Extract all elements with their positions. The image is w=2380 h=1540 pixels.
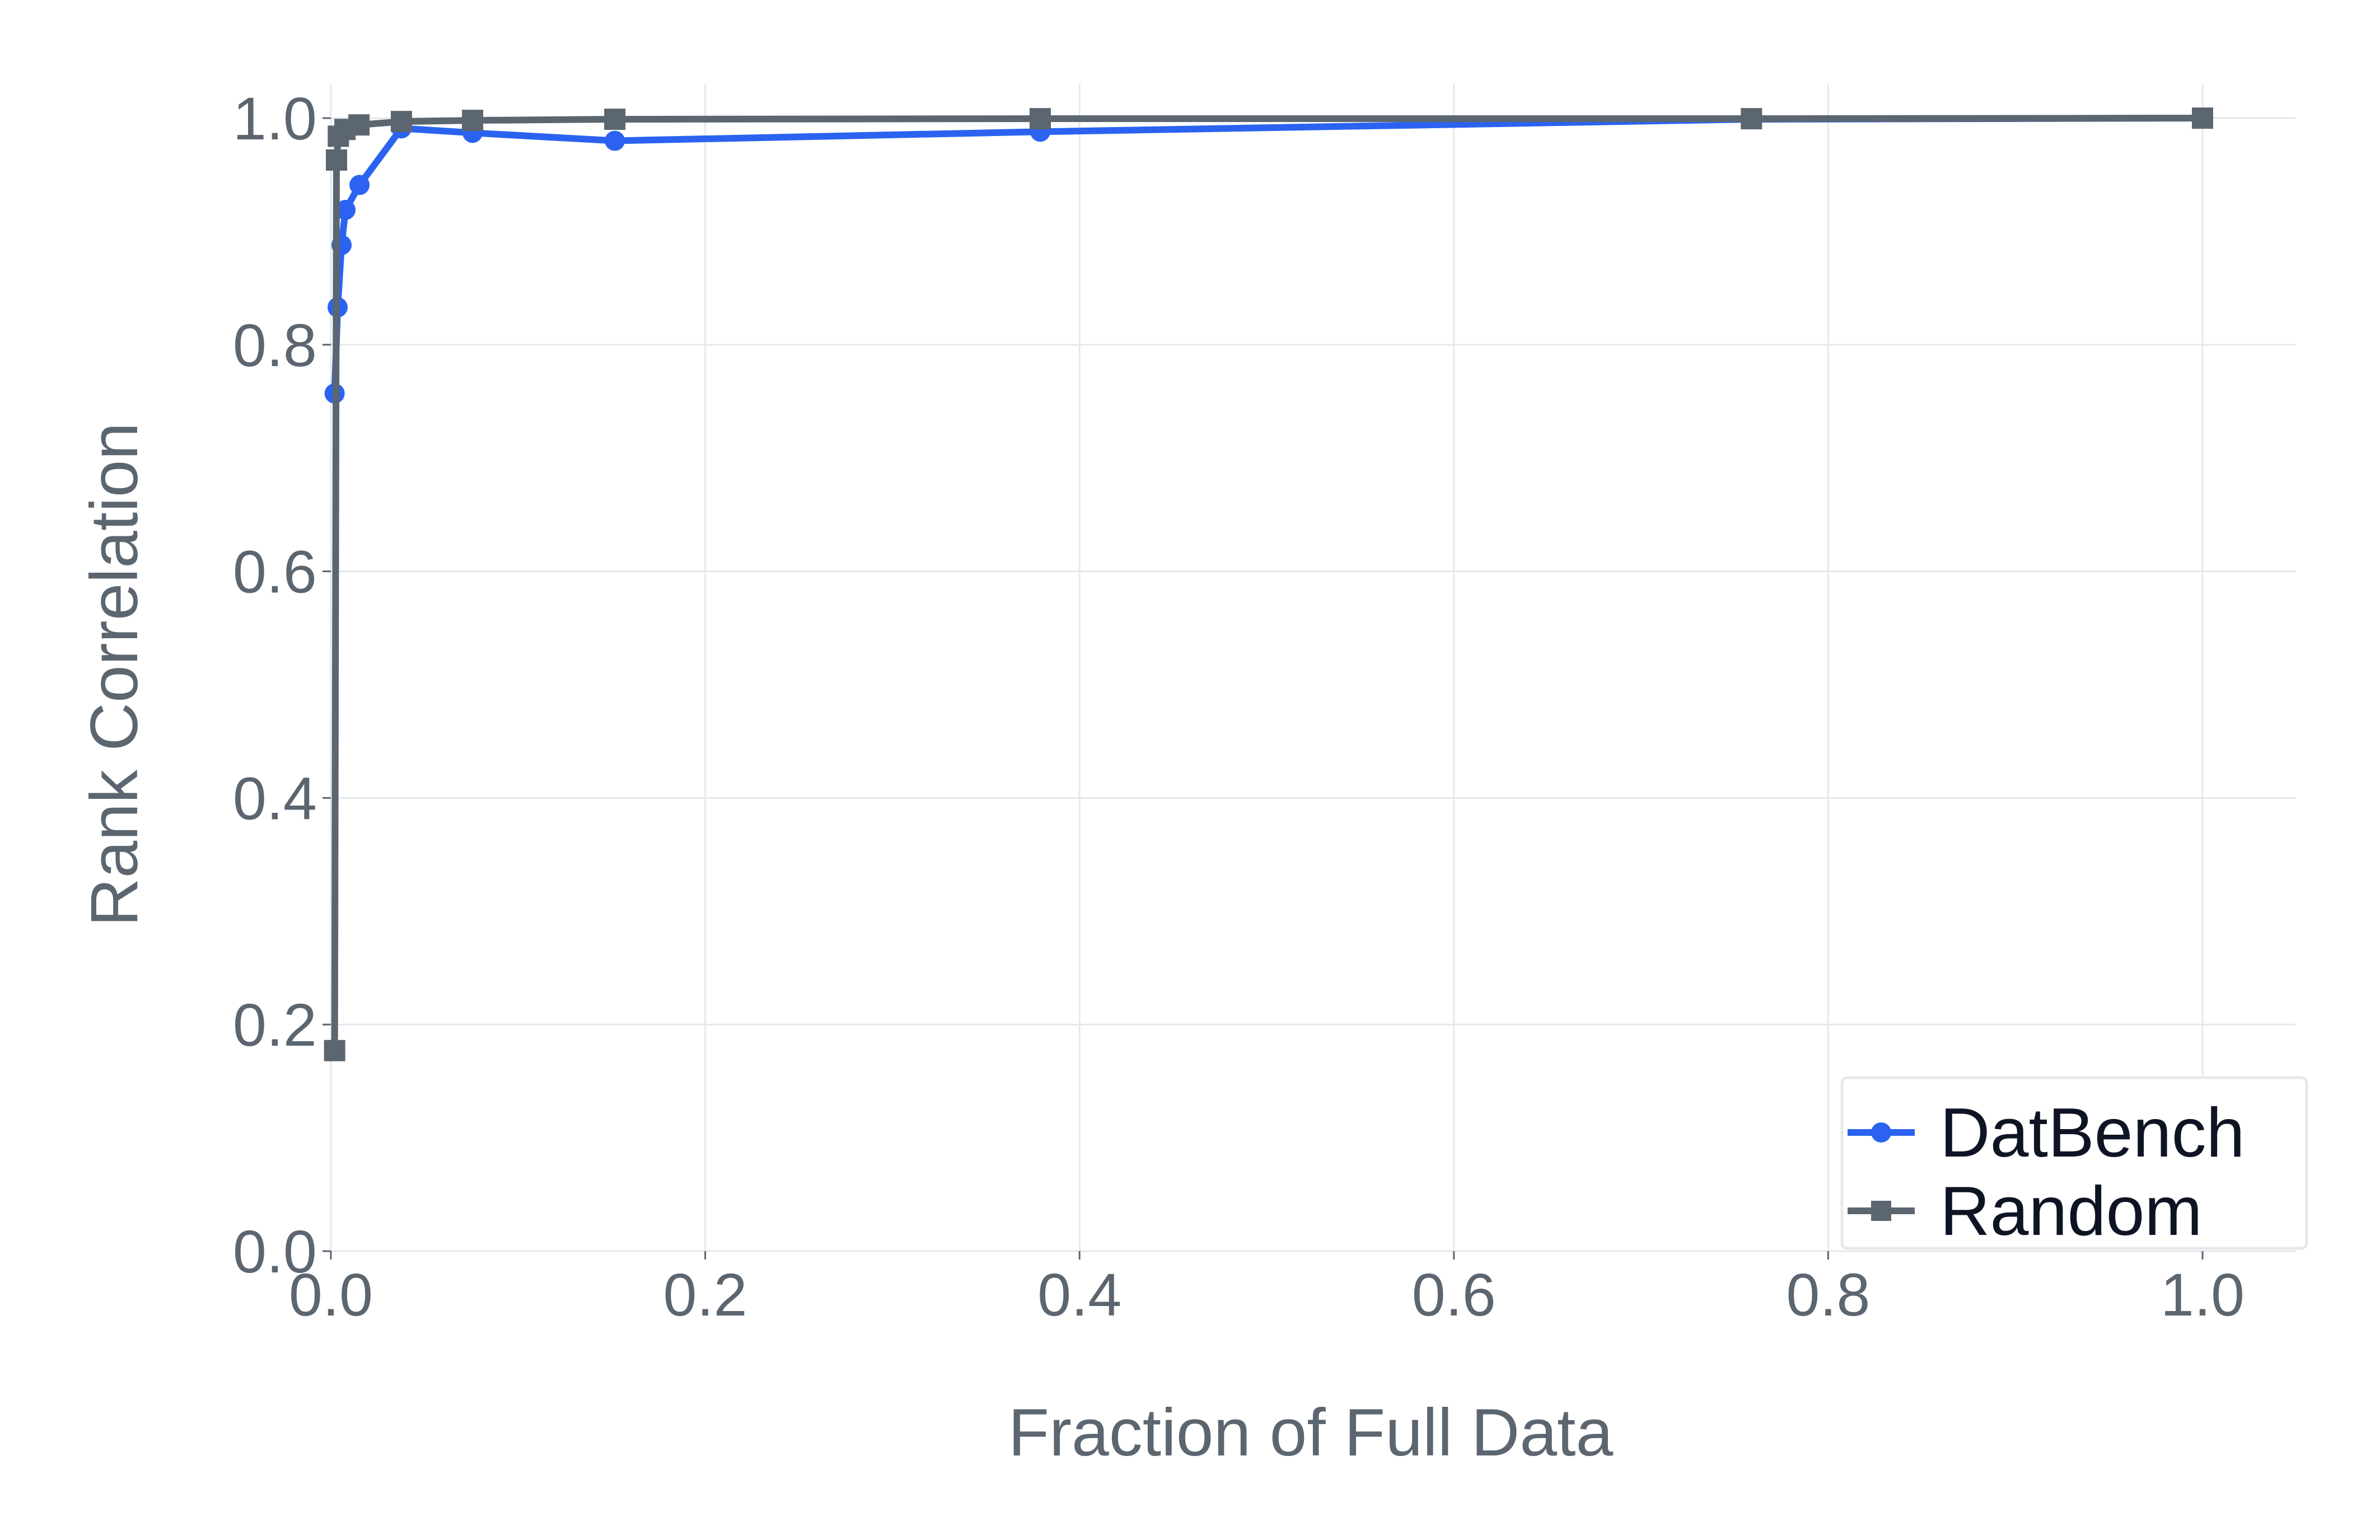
series bbox=[324, 107, 2213, 1061]
y-tick-label: 0.6 bbox=[233, 538, 317, 606]
y-tick-label: 1.0 bbox=[233, 85, 317, 152]
legend-label-random: Random bbox=[1940, 1173, 2203, 1250]
y-axis-title: Rank Correlation bbox=[77, 423, 152, 926]
y-tick-label: 0.4 bbox=[233, 764, 317, 832]
x-tick-label: 0.0 bbox=[289, 1261, 373, 1328]
x-axis-title: Fraction of Full Data bbox=[1008, 1395, 1614, 1470]
x-tick-label: 0.6 bbox=[1412, 1261, 1496, 1328]
series-random bbox=[324, 107, 2213, 1061]
legend-item-datbench[interactable]: DatBench bbox=[1848, 1094, 2245, 1172]
x-tick-label: 0.4 bbox=[1037, 1261, 1121, 1328]
series-line bbox=[331, 115, 2203, 394]
series-datbench bbox=[324, 108, 2213, 404]
data-point bbox=[391, 111, 413, 133]
data-point bbox=[2192, 107, 2213, 129]
x-tick-label: 0.8 bbox=[1786, 1261, 1870, 1328]
y-tick-label: 0.2 bbox=[233, 991, 317, 1059]
y-tick-label: 0.8 bbox=[233, 311, 317, 379]
data-point bbox=[335, 199, 356, 220]
legend-box bbox=[1840, 1076, 2308, 1250]
legend-item-random[interactable]: Random bbox=[1848, 1173, 2203, 1250]
square-marker-icon bbox=[1871, 1201, 1891, 1221]
data-point bbox=[349, 175, 370, 195]
data-point bbox=[348, 114, 370, 136]
legend: DatBench Random bbox=[1840, 1076, 2308, 1250]
x-tick-label: 1.0 bbox=[2161, 1261, 2245, 1328]
y-tick-label: 0.0 bbox=[233, 1218, 317, 1285]
data-point bbox=[462, 110, 484, 132]
x-tick-label: 0.2 bbox=[663, 1261, 747, 1328]
circle-marker-icon bbox=[1871, 1122, 1891, 1143]
series-line bbox=[331, 115, 2203, 1051]
data-point bbox=[326, 149, 348, 171]
data-point bbox=[1029, 108, 1051, 130]
data-point bbox=[604, 109, 626, 130]
grid bbox=[330, 84, 2295, 1252]
data-point bbox=[324, 1040, 345, 1061]
data-point bbox=[605, 130, 625, 151]
legend-label-datbench: DatBench bbox=[1940, 1094, 2245, 1172]
data-point bbox=[1741, 108, 1762, 130]
axis-ticks: 0.0 0.2 0.4 0.6 0.8 1.0 0.0 0.2 0.4 0.6 0.8 1.0 bbox=[233, 85, 2245, 1328]
